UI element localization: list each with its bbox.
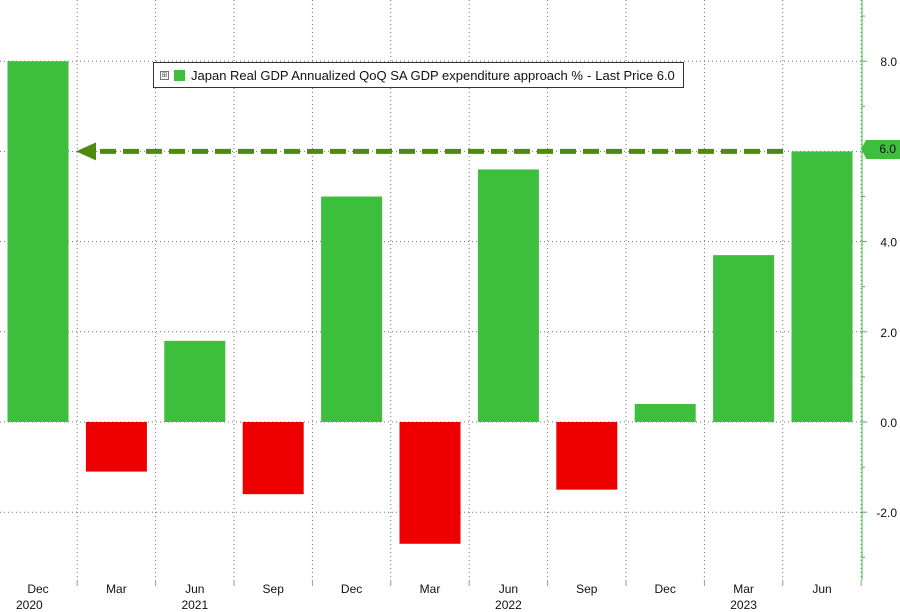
chart-legend: ⊞ Japan Real GDP Annualized QoQ SA GDP e… [153, 62, 684, 88]
x-year-label: 2023 [730, 598, 757, 612]
y-tick-label: 2.0 [880, 326, 897, 340]
gridlines [0, 0, 862, 580]
y-tick-label: -2.0 [876, 506, 897, 520]
bar [321, 196, 383, 422]
x-year-label: 2020 [16, 598, 43, 612]
x-tick-label: Jun [499, 582, 518, 596]
bar [477, 169, 539, 422]
bar [556, 422, 618, 490]
x-tick-label: Mar [420, 582, 441, 596]
legend-last-price-value: 6.0 [656, 67, 675, 83]
bar [634, 403, 696, 422]
legend-series-label: Japan Real GDP Annualized QoQ SA GDP exp… [191, 67, 583, 83]
legend-swatch [174, 69, 185, 81]
bar [791, 151, 853, 422]
x-tick-label: Dec [655, 582, 676, 596]
bar [164, 340, 226, 422]
x-tick-label: Dec [27, 582, 48, 596]
bar [85, 422, 147, 472]
bar [399, 422, 461, 544]
expand-icon[interactable]: ⊞ [160, 70, 169, 80]
x-axis-labels: Dec Mar Jun Sep Dec Mar Jun Sep Dec Mar Jun 2020 202… [16, 580, 862, 612]
last-price-arrow [76, 142, 790, 161]
bar [242, 422, 304, 495]
x-tick-label: Jun [185, 582, 204, 596]
x-tick-label: Jun [812, 582, 831, 596]
x-year-label: 2022 [495, 598, 522, 612]
x-tick-label: Sep [576, 582, 598, 596]
bars [7, 61, 853, 544]
legend-separator: - [586, 67, 592, 83]
x-year-label: 2021 [181, 598, 208, 612]
legend-last-price-label: Last Price [595, 67, 654, 83]
last-value-badge: 6.0 [861, 140, 900, 159]
y-tick-label: 0.0 [880, 416, 897, 430]
y-axis: -2.0 0.0 2.0 4.0 8.0 [861, 0, 897, 580]
x-tick-label: Mar [106, 582, 127, 596]
x-tick-label: Sep [263, 582, 285, 596]
arrow-head [76, 142, 96, 161]
bar [713, 255, 775, 422]
x-tick-label: Dec [341, 582, 362, 596]
y-tick-label: 8.0 [880, 55, 897, 69]
x-tick-label: Mar [733, 582, 754, 596]
bar [7, 61, 69, 422]
y-tick-label: 4.0 [880, 236, 897, 250]
